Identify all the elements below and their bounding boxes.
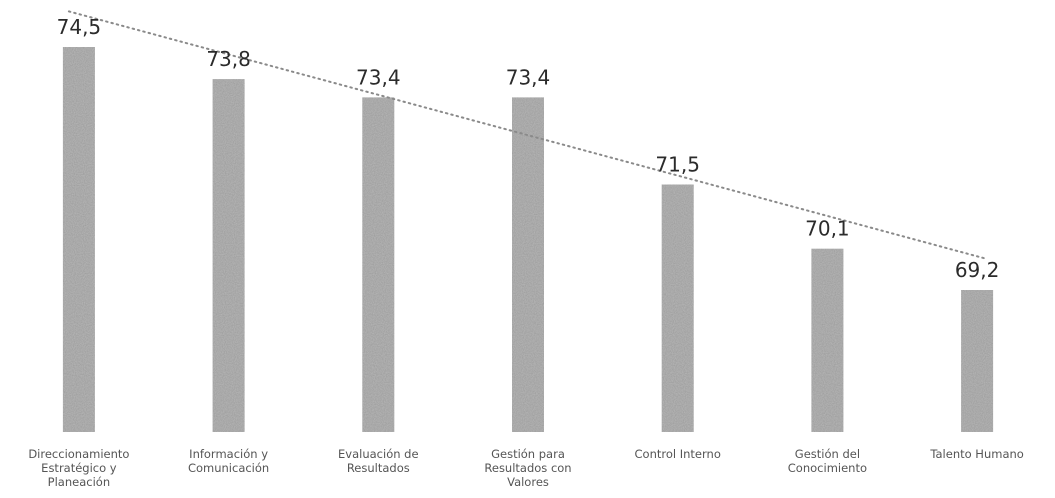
- bar-3: [512, 97, 544, 433]
- category-label-line: Planeación: [48, 475, 110, 489]
- bar-4: [661, 184, 694, 432]
- category-label-line: Resultados con: [484, 461, 571, 475]
- category-label-line: Resultados: [347, 461, 410, 475]
- category-label-line: Valores: [507, 475, 549, 489]
- category-label-6: Talento Humano: [929, 447, 1023, 461]
- bar-2: [362, 97, 395, 433]
- bar-1: [212, 79, 245, 432]
- category-label-0: Direccionamiento Estratégico y Planeación: [28, 447, 129, 489]
- bars-layer: [62, 47, 994, 433]
- value-label-4: 71,5: [655, 153, 700, 177]
- value-label-0: 74,5: [57, 15, 102, 39]
- category-label-line: Evaluación de: [338, 447, 419, 461]
- category-label-2: Evaluación de Resultados: [338, 447, 419, 475]
- bar-0: [62, 47, 95, 432]
- value-label-6: 69,2: [955, 258, 1000, 282]
- category-label-4: Control Interno: [635, 447, 721, 461]
- trendline: [67, 10, 989, 260]
- value-label-3: 73,4: [506, 65, 551, 89]
- value-label-2: 73,4: [356, 65, 401, 89]
- trendline-layer: [67, 10, 989, 260]
- category-label-line: Gestión del: [795, 447, 860, 461]
- category-label-line: Control Interno: [635, 447, 721, 461]
- value-label-1: 73,8: [206, 47, 251, 71]
- category-label-3: Gestión para Resultados con Valores: [484, 447, 571, 489]
- category-labels-layer: Direccionamiento Estratégico y Planeación I…: [28, 447, 1023, 489]
- value-label-5: 70,1: [805, 217, 850, 241]
- category-label-line: Direccionamiento: [28, 447, 129, 461]
- category-label-line: Conocimiento: [788, 461, 867, 475]
- category-label-line: Talento Humano: [929, 447, 1023, 461]
- value-labels-layer: 74,5 73,8 73,4 73,4 71,5 70,1 69,2: [57, 15, 1000, 282]
- category-label-line: Estratégico y: [41, 461, 117, 475]
- category-label-line: Comunicación: [188, 461, 269, 475]
- bar-5: [811, 248, 844, 432]
- category-label-line: Gestión para: [491, 447, 565, 461]
- category-label-5: Gestión del Conocimiento: [788, 447, 867, 475]
- bar-6: [961, 290, 994, 432]
- category-label-line: Información y: [189, 447, 268, 461]
- category-label-1: Información y Comunicación: [188, 447, 269, 475]
